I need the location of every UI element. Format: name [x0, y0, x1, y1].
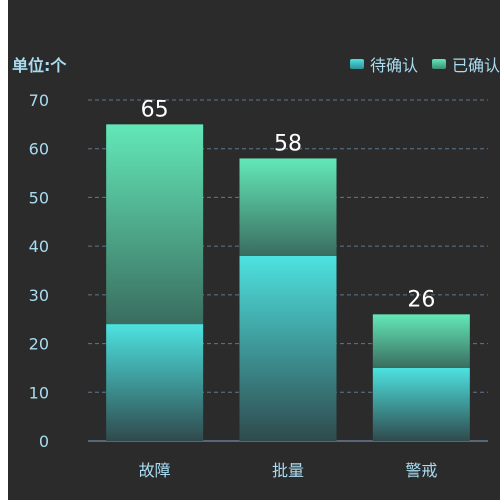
- x-tick-label-1: 批量: [272, 461, 304, 480]
- legend-item-confirmed[interactable]: 已确认: [431, 52, 500, 76]
- bar-0-series-0[interactable]: [106, 324, 204, 441]
- y-tick-label-40: 40: [29, 237, 49, 256]
- y-tick-label-20: 20: [29, 335, 49, 354]
- x-tick-label-0: 故障: [139, 461, 171, 480]
- bar-1-series-1[interactable]: [239, 158, 337, 256]
- legend: 待确认 已确认: [336, 52, 500, 76]
- y-tick-label-70: 70: [29, 91, 49, 110]
- legend-label-confirmed: 已确认: [451, 56, 500, 75]
- bar-0-series-1[interactable]: [106, 124, 204, 325]
- x-tick-label-2: 警戒: [405, 461, 437, 480]
- legend-item-pending[interactable]: 待确认: [349, 52, 418, 76]
- legend-swatch-pending: [349, 59, 364, 69]
- legend-swatch-confirmed: [431, 59, 446, 69]
- legend-label-pending: 待确认: [369, 56, 418, 75]
- bar-2-series-0[interactable]: [372, 367, 470, 441]
- y-tick-label-0: 0: [39, 432, 49, 451]
- bar-1-series-0[interactable]: [239, 255, 337, 441]
- bar-label-2-series-1: 26: [407, 287, 435, 312]
- y-tick-label-60: 60: [29, 140, 49, 159]
- bar-label-0-series-1: 65: [141, 97, 169, 122]
- y-tick-label-30: 30: [29, 286, 49, 305]
- y-tick-label-50: 50: [29, 188, 49, 207]
- y-tick-label-10: 10: [29, 383, 49, 402]
- unit-label: 单位:个: [12, 56, 67, 75]
- bar-2-series-1[interactable]: [372, 314, 470, 368]
- bar-label-1-series-1: 58: [274, 131, 302, 156]
